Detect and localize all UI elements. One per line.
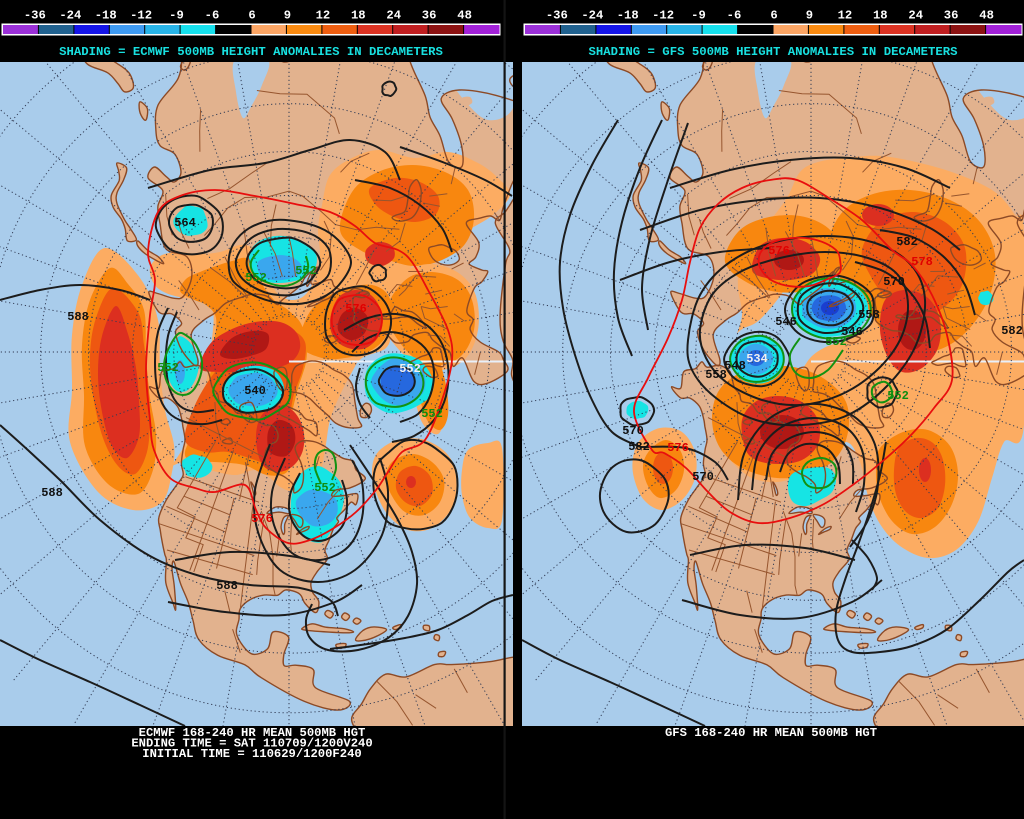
svg-text:12: 12 [838, 9, 853, 23]
svg-text:582: 582 [628, 440, 650, 454]
svg-text:GFS 168-240 HR MEAN 500MB HGT: GFS 168-240 HR MEAN 500MB HGT [665, 726, 877, 740]
svg-text:9: 9 [284, 9, 291, 23]
svg-text:6: 6 [248, 9, 255, 23]
svg-text:552: 552 [825, 335, 847, 349]
svg-text:582: 582 [896, 235, 918, 249]
svg-text:SHADING = ECMWF 500MB HEIGHT A: SHADING = ECMWF 500MB HEIGHT ANOMALIES I… [59, 45, 443, 59]
svg-text:-24: -24 [581, 9, 603, 23]
svg-text:6: 6 [770, 9, 777, 23]
svg-text:18: 18 [873, 9, 888, 23]
svg-text:534: 534 [746, 352, 768, 366]
svg-text:ECMWF 168-240 HR MEAN 500MB HG: ECMWF 168-240 HR MEAN 500MB HGT [139, 726, 366, 740]
svg-text:-9: -9 [691, 9, 706, 23]
svg-text:-9: -9 [169, 9, 184, 23]
svg-text:570: 570 [622, 424, 644, 438]
svg-text:558: 558 [705, 368, 727, 382]
svg-text:552: 552 [157, 361, 179, 375]
svg-text:552: 552 [399, 362, 421, 376]
svg-text:540: 540 [244, 384, 266, 398]
svg-text:48: 48 [457, 9, 472, 23]
svg-text:546: 546 [775, 315, 797, 329]
svg-text:576: 576 [345, 302, 367, 316]
svg-text:36: 36 [422, 9, 437, 23]
svg-text:-36: -36 [24, 9, 46, 23]
svg-text:576: 576 [251, 512, 273, 526]
svg-text:12: 12 [316, 9, 331, 23]
svg-text:588: 588 [216, 579, 238, 593]
svg-text:24: 24 [908, 9, 923, 23]
svg-text:-12: -12 [130, 9, 152, 23]
svg-text:576: 576 [667, 441, 689, 455]
svg-text:SHADING = GFS 500MB HEIGHT ANO: SHADING = GFS 500MB HEIGHT ANOMALIES IN … [589, 45, 958, 59]
svg-text:-12: -12 [652, 9, 674, 23]
svg-text:548: 548 [724, 359, 746, 373]
svg-text:570: 570 [692, 470, 714, 484]
svg-text:588: 588 [67, 310, 89, 324]
svg-text:552: 552 [421, 407, 443, 421]
svg-text:546: 546 [841, 325, 863, 339]
svg-text:9: 9 [806, 9, 813, 23]
svg-text:-6: -6 [205, 9, 220, 23]
svg-text:552: 552 [887, 389, 909, 403]
svg-text:582: 582 [1001, 324, 1023, 338]
svg-text:-24: -24 [59, 9, 81, 23]
svg-text:576: 576 [768, 244, 790, 258]
svg-text:578: 578 [911, 255, 933, 269]
svg-text:588: 588 [41, 486, 63, 500]
svg-text:24: 24 [386, 9, 401, 23]
svg-text:-36: -36 [546, 9, 568, 23]
svg-text:INITIAL TIME = 110629/1200F240: INITIAL TIME = 110629/1200F240 [142, 747, 361, 761]
svg-text:552: 552 [314, 481, 336, 495]
svg-text:48: 48 [979, 9, 994, 23]
svg-text:552: 552 [295, 264, 317, 278]
svg-text:18: 18 [351, 9, 366, 23]
svg-text:-18: -18 [95, 9, 117, 23]
svg-text:558: 558 [858, 308, 880, 322]
svg-text:-18: -18 [617, 9, 639, 23]
svg-text:36: 36 [944, 9, 959, 23]
svg-text:564: 564 [174, 216, 196, 230]
svg-text:570: 570 [883, 275, 905, 289]
svg-text:-6: -6 [727, 9, 742, 23]
svg-text:ENDING TIME = SAT 110709/1200V: ENDING TIME = SAT 110709/1200V240 [131, 737, 372, 751]
svg-text:552: 552 [245, 271, 267, 285]
